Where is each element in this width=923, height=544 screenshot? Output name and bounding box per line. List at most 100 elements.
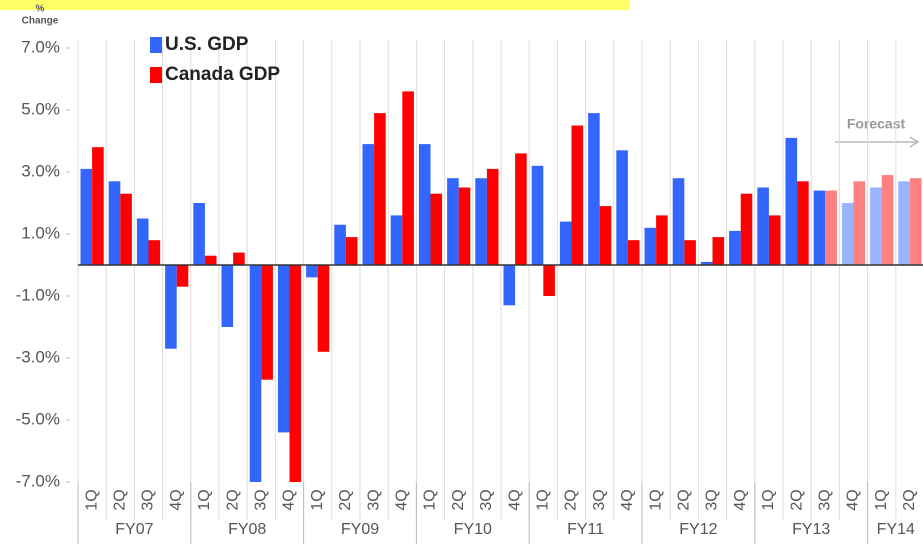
bar xyxy=(531,165,544,265)
bar xyxy=(176,265,189,287)
x-tick-label: 2Q xyxy=(563,489,580,510)
group-label: FY11 xyxy=(567,521,604,538)
x-tick-label: 4Q xyxy=(281,489,298,510)
bar xyxy=(374,113,386,265)
bar xyxy=(768,215,781,265)
bar xyxy=(543,265,555,296)
bar xyxy=(825,190,837,265)
x-tick-label: 4Q xyxy=(506,489,523,510)
bar xyxy=(656,215,668,265)
bar xyxy=(909,178,922,265)
bar xyxy=(757,187,769,265)
bar xyxy=(813,190,826,265)
x-tick-label: 2Q xyxy=(337,489,354,510)
x-tick-label: 1Q xyxy=(535,489,552,510)
bar xyxy=(418,144,431,265)
y-axis-label: Change xyxy=(22,16,59,27)
group-label: FY13 xyxy=(792,521,830,538)
bar xyxy=(797,181,809,265)
x-tick-label: 4Q xyxy=(732,489,749,510)
x-tick-label: 3Q xyxy=(817,489,834,510)
x-tick-label: 2Q xyxy=(676,489,693,510)
x-tick-label: 1Q xyxy=(422,489,439,510)
bar xyxy=(740,193,753,265)
group-label: FY09 xyxy=(341,521,379,538)
bar xyxy=(249,265,262,482)
x-tick-label: 2Q xyxy=(450,489,467,510)
bar xyxy=(644,227,657,265)
bar xyxy=(712,237,725,265)
x-tick-label: 4Q xyxy=(619,489,636,510)
x-tick-label: 1Q xyxy=(873,489,890,510)
bar xyxy=(233,252,245,265)
x-tick-label: 3Q xyxy=(704,489,721,510)
bar xyxy=(362,144,375,265)
bar xyxy=(92,147,104,265)
bar xyxy=(898,181,910,265)
x-tick-label: 3Q xyxy=(140,489,157,510)
y-axis-label: % xyxy=(36,4,45,15)
bar xyxy=(841,203,854,265)
bar xyxy=(729,230,741,265)
legend-label: U.S. GDP xyxy=(165,34,249,55)
bar xyxy=(672,178,685,265)
x-tick-label: 4Q xyxy=(845,489,862,510)
bar xyxy=(136,218,149,265)
bar xyxy=(334,224,346,265)
bar xyxy=(345,237,358,265)
bar xyxy=(599,206,612,265)
arrow-head xyxy=(909,136,920,148)
group-label: FY12 xyxy=(679,521,717,538)
y-tick-label: -7.0% xyxy=(16,471,60,490)
x-tick-label: 1Q xyxy=(309,489,326,510)
bar xyxy=(684,240,696,265)
x-tick-label: 2Q xyxy=(788,489,805,510)
group-label: FY14 xyxy=(877,521,915,538)
y-tick-label: 1.0% xyxy=(21,223,60,242)
bar xyxy=(616,150,628,265)
group-label: FY10 xyxy=(454,521,492,538)
y-tick-label: -5.0% xyxy=(16,409,60,428)
banner xyxy=(0,0,630,10)
y-tick-label: -1.0% xyxy=(16,285,60,304)
y-tick-label: 3.0% xyxy=(21,161,60,180)
bar xyxy=(289,265,302,482)
bar xyxy=(277,265,290,433)
bar xyxy=(853,181,866,265)
x-tick-label: 3Q xyxy=(591,489,608,510)
bar xyxy=(306,265,318,278)
x-tick-label: 3Q xyxy=(478,489,495,510)
x-tick-label: 2Q xyxy=(224,489,241,510)
bar xyxy=(559,221,572,265)
legend-label: Canada GDP xyxy=(165,64,280,85)
bar xyxy=(402,91,414,266)
bar xyxy=(108,181,121,265)
x-tick-label: 4Q xyxy=(168,489,185,510)
x-tick-label: 1Q xyxy=(196,489,213,510)
group-label: FY07 xyxy=(115,521,153,538)
bar xyxy=(515,153,527,265)
bar xyxy=(503,265,516,306)
bar xyxy=(204,255,217,265)
x-tick-label: 1Q xyxy=(647,489,664,510)
bar xyxy=(475,178,487,265)
legend-swatch xyxy=(150,67,162,83)
x-tick-label: 3Q xyxy=(365,489,382,510)
bar xyxy=(80,168,93,265)
annotation: Forecast xyxy=(847,116,906,132)
bar xyxy=(261,265,273,380)
bar xyxy=(571,125,584,265)
bar xyxy=(120,193,132,265)
bar xyxy=(486,168,499,265)
bar xyxy=(317,265,330,352)
bar xyxy=(700,261,713,265)
bar xyxy=(447,178,459,265)
x-tick-label: 4Q xyxy=(394,489,411,510)
y-tick-label: 7.0% xyxy=(21,37,60,56)
bar xyxy=(627,240,640,265)
bar xyxy=(785,137,798,265)
x-tick-label: 1Q xyxy=(760,489,777,510)
x-tick-label: 1Q xyxy=(83,489,100,510)
bar xyxy=(148,240,161,265)
